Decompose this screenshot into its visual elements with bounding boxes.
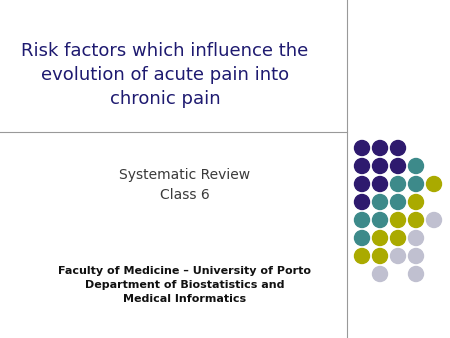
Circle shape	[409, 176, 423, 192]
Circle shape	[409, 248, 423, 264]
Circle shape	[409, 213, 423, 227]
Text: Risk factors which influence the
evolution of acute pain into
chronic pain: Risk factors which influence the evoluti…	[22, 42, 309, 108]
Circle shape	[373, 141, 387, 155]
Circle shape	[373, 194, 387, 210]
Circle shape	[427, 213, 441, 227]
Text: Systematic Review
Class 6: Systematic Review Class 6	[119, 168, 251, 202]
Circle shape	[391, 176, 405, 192]
Circle shape	[391, 159, 405, 173]
Circle shape	[409, 194, 423, 210]
Circle shape	[391, 231, 405, 245]
Circle shape	[373, 248, 387, 264]
Circle shape	[373, 231, 387, 245]
Circle shape	[373, 176, 387, 192]
Circle shape	[391, 213, 405, 227]
Circle shape	[373, 266, 387, 282]
Circle shape	[409, 159, 423, 173]
Circle shape	[355, 159, 369, 173]
Circle shape	[355, 231, 369, 245]
Circle shape	[373, 159, 387, 173]
Circle shape	[391, 248, 405, 264]
Circle shape	[373, 213, 387, 227]
Circle shape	[427, 176, 441, 192]
Circle shape	[409, 266, 423, 282]
Circle shape	[355, 176, 369, 192]
Circle shape	[355, 248, 369, 264]
Circle shape	[355, 141, 369, 155]
Text: Faculty of Medicine – University of Porto
Department of Biostatistics and
Medica: Faculty of Medicine – University of Port…	[58, 266, 311, 304]
Circle shape	[391, 141, 405, 155]
Circle shape	[355, 213, 369, 227]
Circle shape	[409, 231, 423, 245]
Circle shape	[391, 194, 405, 210]
Circle shape	[355, 194, 369, 210]
